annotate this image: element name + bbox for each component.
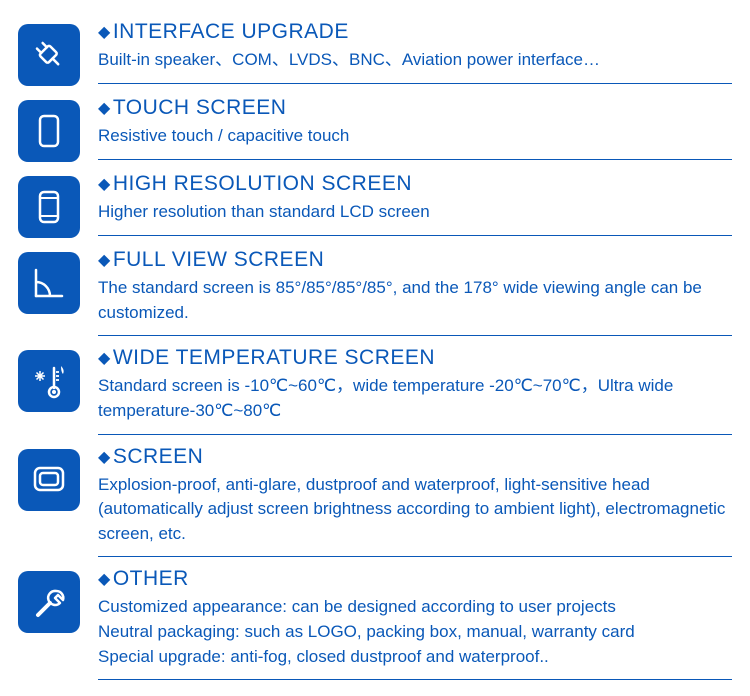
feature-content: ◆HIGH RESOLUTION SCREEN Higher resolution…: [98, 172, 732, 236]
plug-icon: [18, 24, 80, 86]
feature-content: ◆WIDE TEMPERATURE SCREEN Standard screen …: [98, 346, 732, 434]
feature-desc: Explosion-proof, anti-glare, dustproof a…: [98, 473, 732, 547]
feature-row: ◆INTERFACE UPGRADE Built-in speaker、COM、L…: [18, 10, 732, 86]
feature-title-text: TOUCH SCREEN: [113, 96, 287, 119]
feature-title: ◆HIGH RESOLUTION SCREEN: [98, 172, 732, 196]
feature-row: ◆WIDE TEMPERATURE SCREEN Standard screen …: [18, 336, 732, 434]
feature-desc: Customized appearance: can be designed a…: [98, 595, 732, 669]
feature-content: ◆OTHER Customized appearance: can be desi…: [98, 567, 732, 680]
feature-desc: Resistive touch / capacitive touch: [98, 124, 732, 149]
bullet-diamond: ◆: [98, 348, 111, 368]
bullet-diamond: ◆: [98, 98, 111, 118]
feature-list: ◆INTERFACE UPGRADEBuilt-in speaker、COM、L…: [18, 10, 732, 680]
feature-content: ◆INTERFACE UPGRADE Built-in speaker、COM、L…: [98, 20, 732, 84]
feature-content: ◆SCREEN Explosion-proof, anti-glare, dust…: [98, 445, 732, 558]
feature-row: ◆HIGH RESOLUTION SCREEN Higher resolution…: [18, 162, 732, 238]
feature-row: ◆TOUCH SCREEN Resistive touch / capacitiv…: [18, 86, 732, 162]
phone-screen-icon: [18, 176, 80, 238]
feature-desc: Standard screen is -10℃~60℃，wide tempera…: [98, 374, 732, 423]
feature-title-text: WIDE TEMPERATURE SCREEN: [113, 346, 435, 369]
feature-row: ◆OTHER Customized appearance: can be desi…: [18, 557, 732, 680]
phone-outline-icon: [18, 100, 80, 162]
bullet-diamond: ◆: [98, 250, 111, 270]
bullet-diamond: ◆: [98, 447, 111, 467]
feature-desc: Higher resolution than standard LCD scre…: [98, 200, 732, 225]
feature-row: ◆FULL VIEW SCREEN The standard screen is …: [18, 238, 732, 336]
feature-title: ◆WIDE TEMPERATURE SCREEN: [98, 346, 732, 370]
bullet-diamond: ◆: [98, 174, 111, 194]
feature-title: ◆FULL VIEW SCREEN: [98, 248, 732, 272]
feature-row: ◆SCREEN Explosion-proof, anti-glare, dust…: [18, 435, 732, 558]
feature-content: ◆FULL VIEW SCREEN The standard screen is …: [98, 248, 732, 336]
feature-desc: The standard screen is 85°/85°/85°/85°, …: [98, 276, 732, 325]
feature-title: ◆TOUCH SCREEN: [98, 96, 732, 120]
feature-title-text: HIGH RESOLUTION SCREEN: [113, 172, 412, 195]
angle-icon: [18, 252, 80, 314]
feature-title: ◆OTHER: [98, 567, 732, 591]
bullet-diamond: ◆: [98, 569, 111, 589]
feature-title: ◆INTERFACE UPGRADE: [98, 20, 732, 44]
feature-title: ◆SCREEN: [98, 445, 732, 469]
feature-desc: Built-in speaker、COM、LVDS、BNC、Aviation p…: [98, 48, 732, 73]
screen-icon: [18, 449, 80, 511]
feature-content: ◆TOUCH SCREEN Resistive touch / capacitiv…: [98, 96, 732, 160]
feature-title-text: OTHER: [113, 567, 189, 590]
feature-title-text: SCREEN: [113, 445, 204, 468]
feature-title-text: INTERFACE UPGRADE: [113, 20, 349, 43]
thermometer-icon: [18, 350, 80, 412]
feature-title-text: FULL VIEW SCREEN: [113, 248, 324, 271]
wrench-icon: [18, 571, 80, 633]
bullet-diamond: ◆: [98, 22, 111, 42]
